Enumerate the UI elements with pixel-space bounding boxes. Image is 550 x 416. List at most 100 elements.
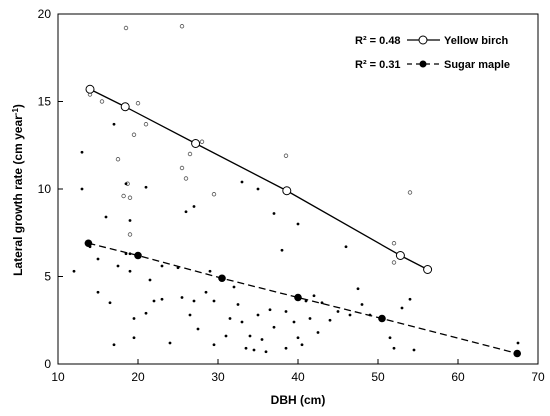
x-tick-label: 10 (51, 370, 65, 384)
data-point-sugar-maple (400, 306, 404, 310)
data-point-sugar-maple (112, 343, 116, 347)
data-point-yellow-birch (391, 241, 397, 246)
data-point-sugar-maple (388, 336, 392, 340)
trend-marker-yellow-birch (423, 265, 433, 274)
data-point-sugar-maple (128, 252, 132, 256)
x-tick-label: 40 (291, 370, 305, 384)
data-point-yellow-birch (391, 260, 397, 265)
data-point-sugar-maple (224, 334, 228, 338)
data-point-sugar-maple (96, 257, 100, 261)
data-point-sugar-maple (212, 343, 216, 347)
data-point-sugar-maple (204, 290, 208, 294)
data-point-sugar-maple (160, 264, 164, 268)
data-point-yellow-birch (135, 101, 141, 106)
data-point-sugar-maple (132, 336, 136, 340)
data-point-sugar-maple (296, 222, 300, 226)
data-point-sugar-maple (392, 346, 396, 350)
data-point-sugar-maple (336, 310, 340, 313)
data-point-sugar-maple (208, 269, 212, 273)
x-tick-label: 30 (211, 370, 225, 384)
data-point-sugar-maple (228, 317, 232, 320)
data-point-sugar-maple (256, 313, 260, 317)
data-point-sugar-maple (260, 338, 264, 341)
x-axis-title: DBH (cm) (271, 393, 326, 407)
data-point-sugar-maple (408, 297, 412, 301)
data-point-sugar-maple (284, 346, 288, 350)
legend-label-yellow-birch: Yellow birch (444, 35, 508, 47)
data-point-sugar-maple (344, 245, 348, 249)
data-point-sugar-maple (128, 269, 132, 273)
data-point-yellow-birch (407, 190, 413, 195)
data-point-sugar-maple (108, 301, 112, 305)
data-point-yellow-birch (127, 195, 133, 200)
legend-label-sugar-maple: Sugar maple (444, 59, 510, 71)
data-point-sugar-maple (516, 341, 520, 345)
data-point-sugar-maple (236, 303, 240, 306)
data-point-sugar-maple (272, 212, 276, 215)
data-point-sugar-maple (152, 299, 156, 303)
data-point-sugar-maple (248, 334, 252, 338)
data-point-yellow-birch (183, 176, 189, 181)
x-tick-label: 70 (531, 370, 545, 384)
data-point-sugar-maple (252, 348, 256, 352)
x-axis: 10 20 30 40 50 60 70 (51, 359, 545, 384)
data-point-yellow-birch (199, 139, 205, 144)
data-point-sugar-maple (132, 317, 136, 320)
data-point-sugar-maple (412, 348, 416, 352)
data-point-sugar-maple (300, 343, 304, 347)
y-axis-title-main: Lateral growth rate (cm year (11, 115, 25, 276)
data-point-sugar-maple (308, 317, 312, 320)
data-point-yellow-birch (131, 132, 137, 137)
x-tick-label: 20 (131, 370, 145, 384)
data-point-sugar-maple (256, 187, 260, 191)
data-point-sugar-maple (80, 187, 84, 191)
y-tick-label: 10 (38, 182, 52, 196)
data-point-sugar-maple (160, 297, 164, 301)
trend-marker-sugar-maple (134, 251, 142, 260)
legend-marker-yellow-birch (418, 35, 428, 45)
data-point-sugar-maple (188, 313, 192, 317)
data-point-sugar-maple (144, 311, 148, 315)
data-point-sugar-maple (232, 285, 236, 289)
data-point-sugar-maple (184, 210, 188, 214)
trend-line-sugar-maple (88, 242, 518, 355)
data-point-sugar-maple (112, 122, 116, 126)
legend: R² = 0.48 Yellow birch R² = 0.31 Sugar m… (355, 35, 510, 71)
trend-marker-yellow-birch (282, 186, 292, 196)
data-point-yellow-birch (187, 151, 193, 157)
trend-marker-yellow-birch (85, 84, 95, 94)
trend-marker-yellow-birch (120, 102, 130, 112)
data-point-sugar-maple (280, 248, 284, 252)
trend-marker-yellow-birch (191, 139, 201, 148)
trend-marker-sugar-maple (378, 314, 386, 323)
y-tick-label: 15 (38, 95, 52, 109)
data-point-sugar-maple (116, 264, 120, 268)
x-tick-label: 60 (451, 370, 465, 384)
y-axis-title: Lateral growth rate (cm year-1) (11, 104, 25, 276)
data-point-sugar-maple (180, 296, 184, 299)
data-point-sugar-maple (272, 325, 276, 329)
legend-marker-sugar-maple (419, 60, 427, 68)
legend-r2-yellow-birch: R² = 0.48 (355, 35, 401, 47)
data-point-sugar-maple (316, 331, 320, 334)
data-point-sugar-maple (264, 350, 268, 354)
data-point-sugar-maple (168, 341, 172, 345)
legend-item-yellow-birch: R² = 0.48 Yellow birch (355, 35, 508, 47)
data-point-sugar-maple (104, 215, 108, 219)
data-point-sugar-maple (124, 182, 128, 186)
legend-r2-sugar-maple: R² = 0.31 (355, 59, 401, 71)
data-point-sugar-maple (148, 278, 152, 282)
y-tick-label: 20 (38, 7, 52, 21)
data-point-sugar-maple (356, 287, 360, 291)
data-point-sugar-maple (292, 320, 296, 324)
trend-line-yellow-birch (89, 88, 428, 271)
data-point-sugar-maple (244, 346, 248, 350)
data-point-sugar-maple (212, 299, 216, 303)
y-tick-label: 0 (44, 357, 51, 371)
y-axis-title-close: ) (11, 104, 25, 108)
data-point-yellow-birch (143, 122, 149, 127)
data-point-yellow-birch (99, 99, 105, 104)
x-tick-label: 50 (371, 370, 385, 384)
data-point-sugar-maple (80, 150, 84, 154)
